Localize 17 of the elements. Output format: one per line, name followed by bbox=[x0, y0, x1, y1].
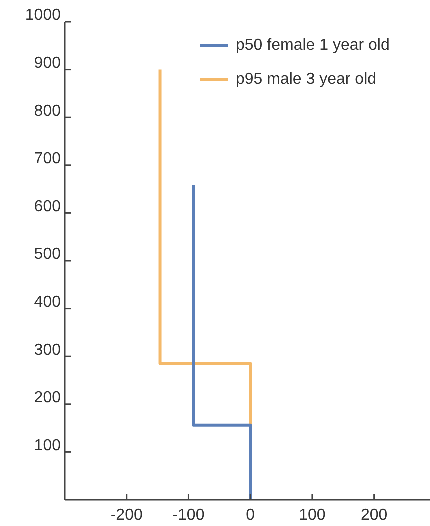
x-tick-label: -100 bbox=[172, 507, 205, 524]
y-tick-label: 1000 bbox=[25, 7, 62, 24]
legend-label: p95 male 3 year old bbox=[236, 71, 377, 88]
y-tick-label: 700 bbox=[34, 150, 62, 168]
y-tick-label: 400 bbox=[34, 294, 62, 312]
legend-label: p50 female 1 year old bbox=[236, 37, 390, 54]
y-tick-label: 300 bbox=[34, 342, 62, 359]
y-tick-label: 600 bbox=[34, 198, 62, 216]
y-tick-label: 800 bbox=[34, 102, 62, 120]
y-tick-label: 500 bbox=[34, 246, 62, 264]
y-tick-label: 100 bbox=[34, 437, 62, 454]
x-tick-label: -200 bbox=[110, 507, 143, 524]
y-tick-label: 900 bbox=[34, 55, 62, 72]
x-tick-label: 200 bbox=[360, 507, 388, 524]
x-tick-label: 0 bbox=[246, 507, 256, 524]
x-tick-label: 100 bbox=[299, 507, 326, 524]
y-tick-label: 200 bbox=[34, 390, 62, 407]
